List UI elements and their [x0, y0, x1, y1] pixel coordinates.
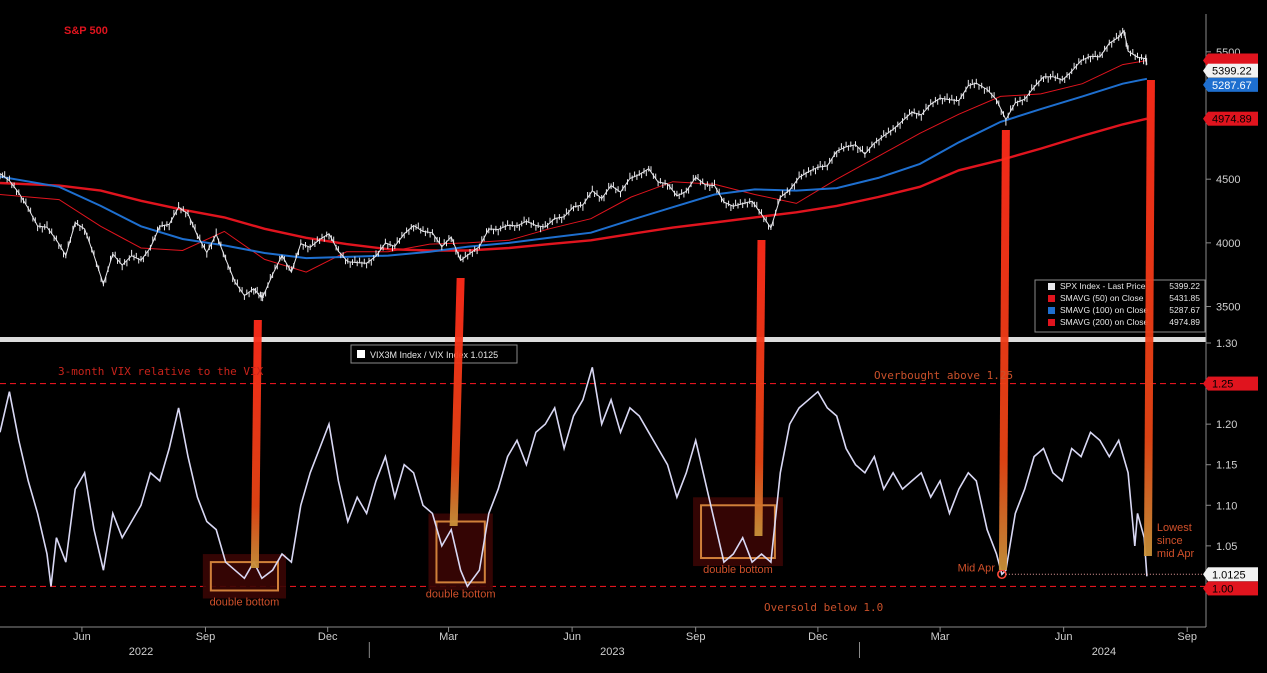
double-bottom-label-2: double bottom [703, 564, 773, 576]
x-tick-label: Sep [196, 631, 216, 643]
x-tick-label: Jun [563, 631, 581, 643]
ratio-chart-title: 3-month VIX relative to the VIX [58, 365, 264, 378]
ratio-y-tick-label: 1.20 [1216, 419, 1237, 431]
spx-legend-label: SPX Index - Last Price [1060, 281, 1146, 291]
ratio-y-tick-label: 1.15 [1216, 460, 1237, 472]
x-year-label: 2024 [1092, 646, 1116, 658]
overbought-tag-text: 1.25 [1212, 379, 1233, 391]
oversold-tag-pointer [1203, 581, 1208, 596]
sma200-tag-pointer [1203, 111, 1208, 126]
lowest-since-label: Lowest [1157, 522, 1192, 534]
x-tick-label: Mar [439, 631, 458, 643]
spx-last-tag [1208, 63, 1258, 78]
double-bottom-label-1: double bottom [426, 588, 496, 600]
spx-legend-label: SMAVG (100) on Close [1060, 305, 1148, 315]
ratio-last-tag [1208, 567, 1258, 582]
spx-last-tag-text: 5399.22 [1212, 66, 1252, 78]
x-tick-label: Dec [808, 631, 828, 643]
spx-legend-label: SMAVG (50) on Close [1060, 293, 1144, 303]
spx-legend-value: 4974.89 [1169, 317, 1200, 327]
spx-chart-title: S&P 500 [64, 25, 108, 37]
ratio-y-tick-label: 1.10 [1216, 500, 1237, 512]
spx-legend-swatch [1048, 283, 1055, 290]
sma50-tag-pointer [1203, 53, 1208, 68]
ratio-last-tag-pointer [1203, 567, 1208, 582]
double-bottom-box-0 [209, 561, 279, 592]
lowest-since-label: since [1157, 535, 1183, 547]
spx-legend-swatch [1048, 319, 1055, 326]
ratio-y-tick-label: 1.30 [1216, 338, 1237, 350]
spx-legend-value: 5399.22 [1169, 281, 1200, 291]
ratio-legend-box [350, 344, 518, 364]
ratio-legend-swatch [357, 350, 365, 358]
spx-legend-swatch [1048, 307, 1055, 314]
spx-legend-value: 5287.67 [1169, 305, 1200, 315]
link-bar-1 [449, 278, 465, 526]
spx-series-3 [0, 117, 1148, 252]
spx-y-tick-label: 4000 [1216, 238, 1240, 250]
double-bottom-shade-0 [202, 554, 286, 599]
link-bar-3 [998, 130, 1010, 570]
spx-price-line [0, 29, 1148, 298]
spx-y-tick-label: 4500 [1216, 174, 1240, 186]
sma100-tag-text: 5287.67 [1212, 80, 1252, 92]
x-tick-label: Sep [686, 631, 706, 643]
x-tick-label: Sep [1177, 631, 1197, 643]
link-bar-4 [1143, 80, 1155, 556]
sma200-tag [1208, 111, 1258, 126]
overbought-tag-pointer [1203, 376, 1208, 391]
x-tick-label: Dec [318, 631, 338, 643]
x-tick-label: Jun [73, 631, 91, 643]
spx-y-tick-label: 3500 [1216, 302, 1240, 314]
spx-series-1 [0, 60, 1147, 273]
sma100-tag [1208, 77, 1258, 92]
oversold-tag-text: 1.00 [1212, 583, 1233, 595]
double-bottom-shade-2 [693, 497, 783, 567]
spx-legend-box [1034, 279, 1206, 333]
double-bottom-box-1 [435, 520, 486, 584]
link-bar-0 [250, 320, 262, 568]
spx-legend-label: SMAVG (200) on Close [1060, 317, 1148, 327]
x-tick-label: Mar [931, 631, 950, 643]
mid-apr-label: Mid Apr [958, 562, 996, 574]
overbought-tag [1208, 376, 1258, 391]
link-bar-2 [754, 240, 766, 536]
lowest-since-label: mid Apr [1157, 548, 1195, 560]
oversold-tag [1208, 581, 1258, 596]
overbought-annotation: Overbought above 1.25 [874, 369, 1013, 382]
ratio-legend-label: VIX3M Index / VIX Index 1.0125 [370, 350, 498, 360]
ratio-y-tick-label: 1.05 [1216, 541, 1237, 553]
ratio-last-tag-text: 1.0125 [1212, 569, 1246, 581]
ratio-legend: VIX3M Index / VIX Index 1.0125 [350, 344, 518, 364]
oversold-annotation: Oversold below 1.0 [764, 601, 883, 614]
x-tick-label: Jun [1055, 631, 1073, 643]
double-bottom-label-0: double bottom [210, 596, 280, 608]
sma100-tag-pointer [1203, 77, 1208, 92]
spx-legend-swatch [1048, 295, 1055, 302]
vix-ratio-line [0, 367, 1148, 589]
spx-last-tag-pointer [1203, 63, 1208, 78]
x-year-label: 2022 [129, 646, 153, 658]
x-year-label: 2023 [600, 646, 624, 658]
spx-legend-value: 5431.85 [1169, 293, 1200, 303]
spx-series-2 [0, 77, 1148, 260]
spx-legend: SPX Index - Last Price 5399.22 SMAVG (50) … [1034, 279, 1206, 333]
panel-divider[interactable] [0, 337, 1206, 342]
sma200-tag-text: 4974.89 [1212, 114, 1252, 126]
